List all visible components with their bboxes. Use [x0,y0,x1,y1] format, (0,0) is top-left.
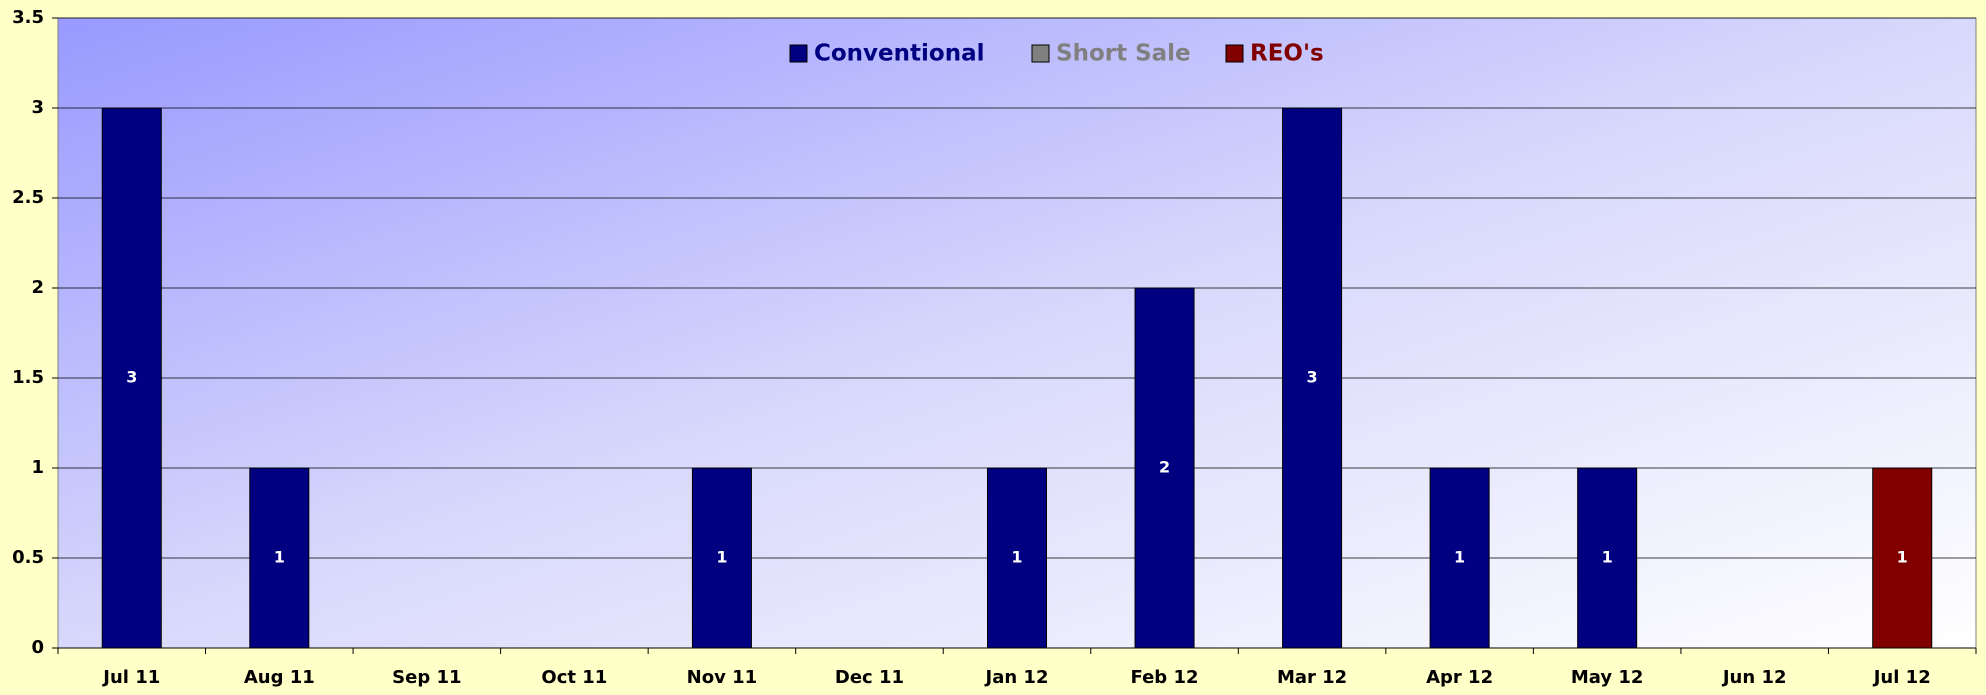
x-tick-label: Apr 12 [1426,667,1493,688]
x-tick-label: Dec 11 [835,667,904,688]
x-tick-label: Nov 11 [687,667,757,688]
data-label: 1 [1011,548,1022,567]
data-label: 3 [1307,368,1318,387]
x-tick-label: Jun 12 [1721,667,1787,688]
y-tick-label: 2.5 [12,187,44,208]
legend-label: Short Sale [1056,41,1191,67]
x-tick-label: Aug 11 [244,667,315,688]
bar [691,467,752,649]
x-tick-label: Sep 11 [392,667,461,688]
bar [1134,287,1195,649]
bar [249,467,310,649]
bar [101,107,162,649]
x-tick-label: Jul 11 [101,667,160,688]
legend-swatch [789,44,808,63]
y-tick-label: 1.5 [12,367,44,388]
y-tick-label: 3 [31,97,44,118]
y-tick-label: 3.5 [12,7,44,28]
bar [1872,467,1933,649]
y-tick-label: 0.5 [12,547,44,568]
bar [1429,467,1490,649]
data-label: 1 [1454,548,1465,567]
legend-swatch [1031,44,1050,63]
legend-swatch [1225,44,1244,63]
x-tick-label: Jul 12 [1872,667,1931,688]
data-label: 1 [1602,548,1613,567]
bar [986,467,1048,649]
data-label: 2 [1159,458,1170,477]
data-label: 1 [716,548,727,567]
x-tick-label: Jan 12 [984,667,1049,688]
x-tick-label: Feb 12 [1131,667,1199,688]
bar [1282,107,1343,649]
data-label: 1 [1897,548,1908,567]
x-tick-label: May 12 [1571,667,1644,688]
y-tick-label: 2 [31,277,44,298]
legend-label: REO's [1250,41,1324,67]
x-tick-label: Oct 11 [541,667,607,688]
x-tick-label: Mar 12 [1277,667,1347,688]
y-tick-label: 1 [31,457,44,478]
legend-label: Conventional [814,41,984,67]
y-tick-label: 0 [31,637,44,658]
data-label: 1 [274,548,285,567]
data-label: 3 [126,368,137,387]
bar [1577,467,1638,649]
